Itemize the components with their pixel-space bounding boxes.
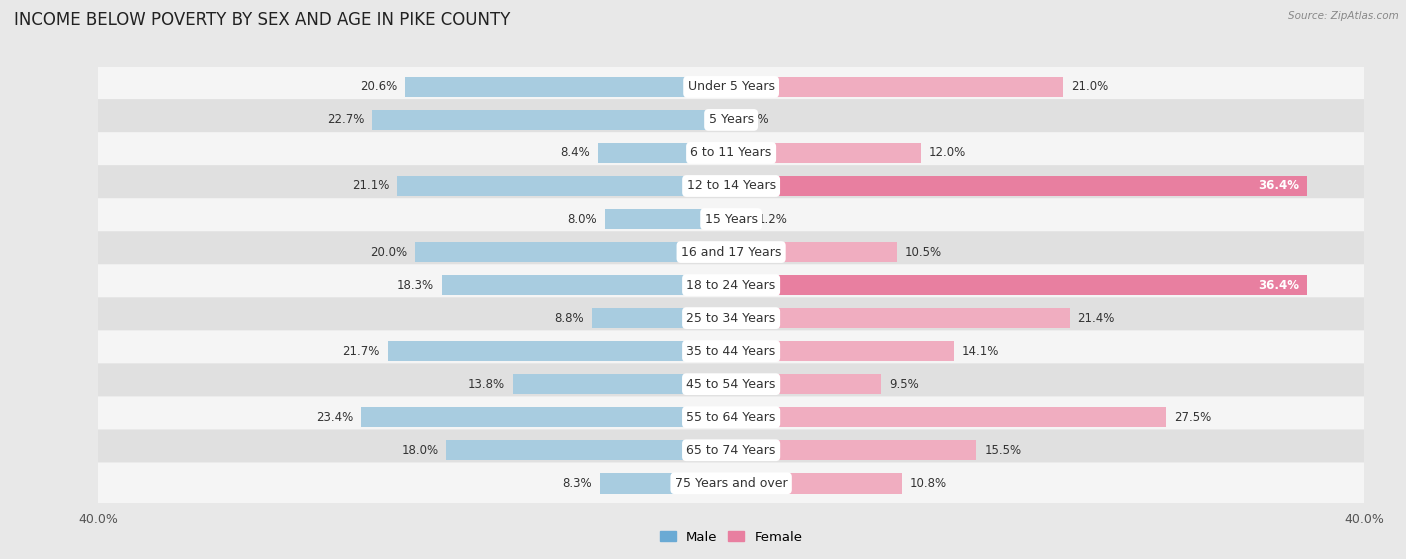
Text: 16 and 17 Years: 16 and 17 Years <box>681 245 782 259</box>
Text: 27.5%: 27.5% <box>1174 411 1211 424</box>
Text: 18.3%: 18.3% <box>396 278 433 292</box>
FancyBboxPatch shape <box>89 66 1374 108</box>
Bar <box>415 242 731 262</box>
FancyBboxPatch shape <box>89 132 1374 174</box>
Text: 15 Years: 15 Years <box>704 212 758 225</box>
FancyBboxPatch shape <box>89 429 1374 471</box>
FancyBboxPatch shape <box>89 231 1374 273</box>
Text: 65 to 74 Years: 65 to 74 Years <box>686 444 776 457</box>
Bar <box>361 407 731 428</box>
Bar <box>731 440 976 461</box>
Text: 10.5%: 10.5% <box>905 245 942 259</box>
Text: 35 to 44 Years: 35 to 44 Years <box>686 345 776 358</box>
FancyBboxPatch shape <box>89 297 1374 339</box>
Text: 21.7%: 21.7% <box>343 345 380 358</box>
FancyBboxPatch shape <box>89 99 1374 141</box>
Text: 36.4%: 36.4% <box>1258 278 1299 292</box>
Text: 12 to 14 Years: 12 to 14 Years <box>686 179 776 192</box>
Text: 5 Years: 5 Years <box>709 113 754 126</box>
Bar <box>592 308 731 328</box>
Text: 55 to 64 Years: 55 to 64 Years <box>686 411 776 424</box>
Text: 25 to 34 Years: 25 to 34 Years <box>686 311 776 325</box>
FancyBboxPatch shape <box>89 396 1374 438</box>
Bar <box>731 308 1070 328</box>
FancyBboxPatch shape <box>89 264 1374 306</box>
FancyBboxPatch shape <box>89 198 1374 240</box>
FancyBboxPatch shape <box>89 165 1374 207</box>
Text: 8.4%: 8.4% <box>561 146 591 159</box>
Text: 12.0%: 12.0% <box>929 146 966 159</box>
Bar <box>731 374 882 395</box>
Text: 23.4%: 23.4% <box>316 411 353 424</box>
Bar <box>731 176 1308 196</box>
Text: 13.8%: 13.8% <box>468 378 505 391</box>
FancyBboxPatch shape <box>89 330 1374 372</box>
Text: 9.5%: 9.5% <box>889 378 920 391</box>
Text: 10.8%: 10.8% <box>910 477 948 490</box>
Text: 18 to 24 Years: 18 to 24 Years <box>686 278 776 292</box>
Text: 21.4%: 21.4% <box>1077 311 1115 325</box>
Bar <box>398 176 731 196</box>
Bar <box>373 110 731 130</box>
Text: 20.6%: 20.6% <box>360 80 398 93</box>
Bar <box>731 473 903 494</box>
Bar <box>731 77 1063 97</box>
FancyBboxPatch shape <box>89 462 1374 504</box>
Bar <box>446 440 731 461</box>
Text: INCOME BELOW POVERTY BY SEX AND AGE IN PIKE COUNTY: INCOME BELOW POVERTY BY SEX AND AGE IN P… <box>14 11 510 29</box>
Text: 21.0%: 21.0% <box>1071 80 1108 93</box>
Bar <box>731 242 897 262</box>
Bar <box>388 341 731 361</box>
Text: 21.1%: 21.1% <box>352 179 389 192</box>
Bar <box>731 143 921 163</box>
Bar <box>599 143 731 163</box>
Bar <box>600 473 731 494</box>
Bar <box>405 77 731 97</box>
Text: 22.7%: 22.7% <box>326 113 364 126</box>
Text: 0.0%: 0.0% <box>740 113 769 126</box>
Bar <box>731 341 955 361</box>
Text: Source: ZipAtlas.com: Source: ZipAtlas.com <box>1288 11 1399 21</box>
Text: 8.8%: 8.8% <box>554 311 583 325</box>
Bar <box>731 275 1308 295</box>
Text: 20.0%: 20.0% <box>370 245 406 259</box>
Text: 36.4%: 36.4% <box>1258 179 1299 192</box>
Text: 15.5%: 15.5% <box>984 444 1021 457</box>
Text: 8.3%: 8.3% <box>562 477 592 490</box>
Bar <box>513 374 731 395</box>
FancyBboxPatch shape <box>89 363 1374 405</box>
Text: 6 to 11 Years: 6 to 11 Years <box>690 146 772 159</box>
Text: 18.0%: 18.0% <box>401 444 439 457</box>
Text: Under 5 Years: Under 5 Years <box>688 80 775 93</box>
Text: 14.1%: 14.1% <box>962 345 1000 358</box>
Bar <box>731 209 751 229</box>
Legend: Male, Female: Male, Female <box>654 525 808 549</box>
Bar <box>441 275 731 295</box>
Text: 75 Years and over: 75 Years and over <box>675 477 787 490</box>
Bar <box>605 209 731 229</box>
Text: 45 to 54 Years: 45 to 54 Years <box>686 378 776 391</box>
Bar <box>731 407 1166 428</box>
Text: 1.2%: 1.2% <box>758 212 787 225</box>
Text: 8.0%: 8.0% <box>567 212 596 225</box>
